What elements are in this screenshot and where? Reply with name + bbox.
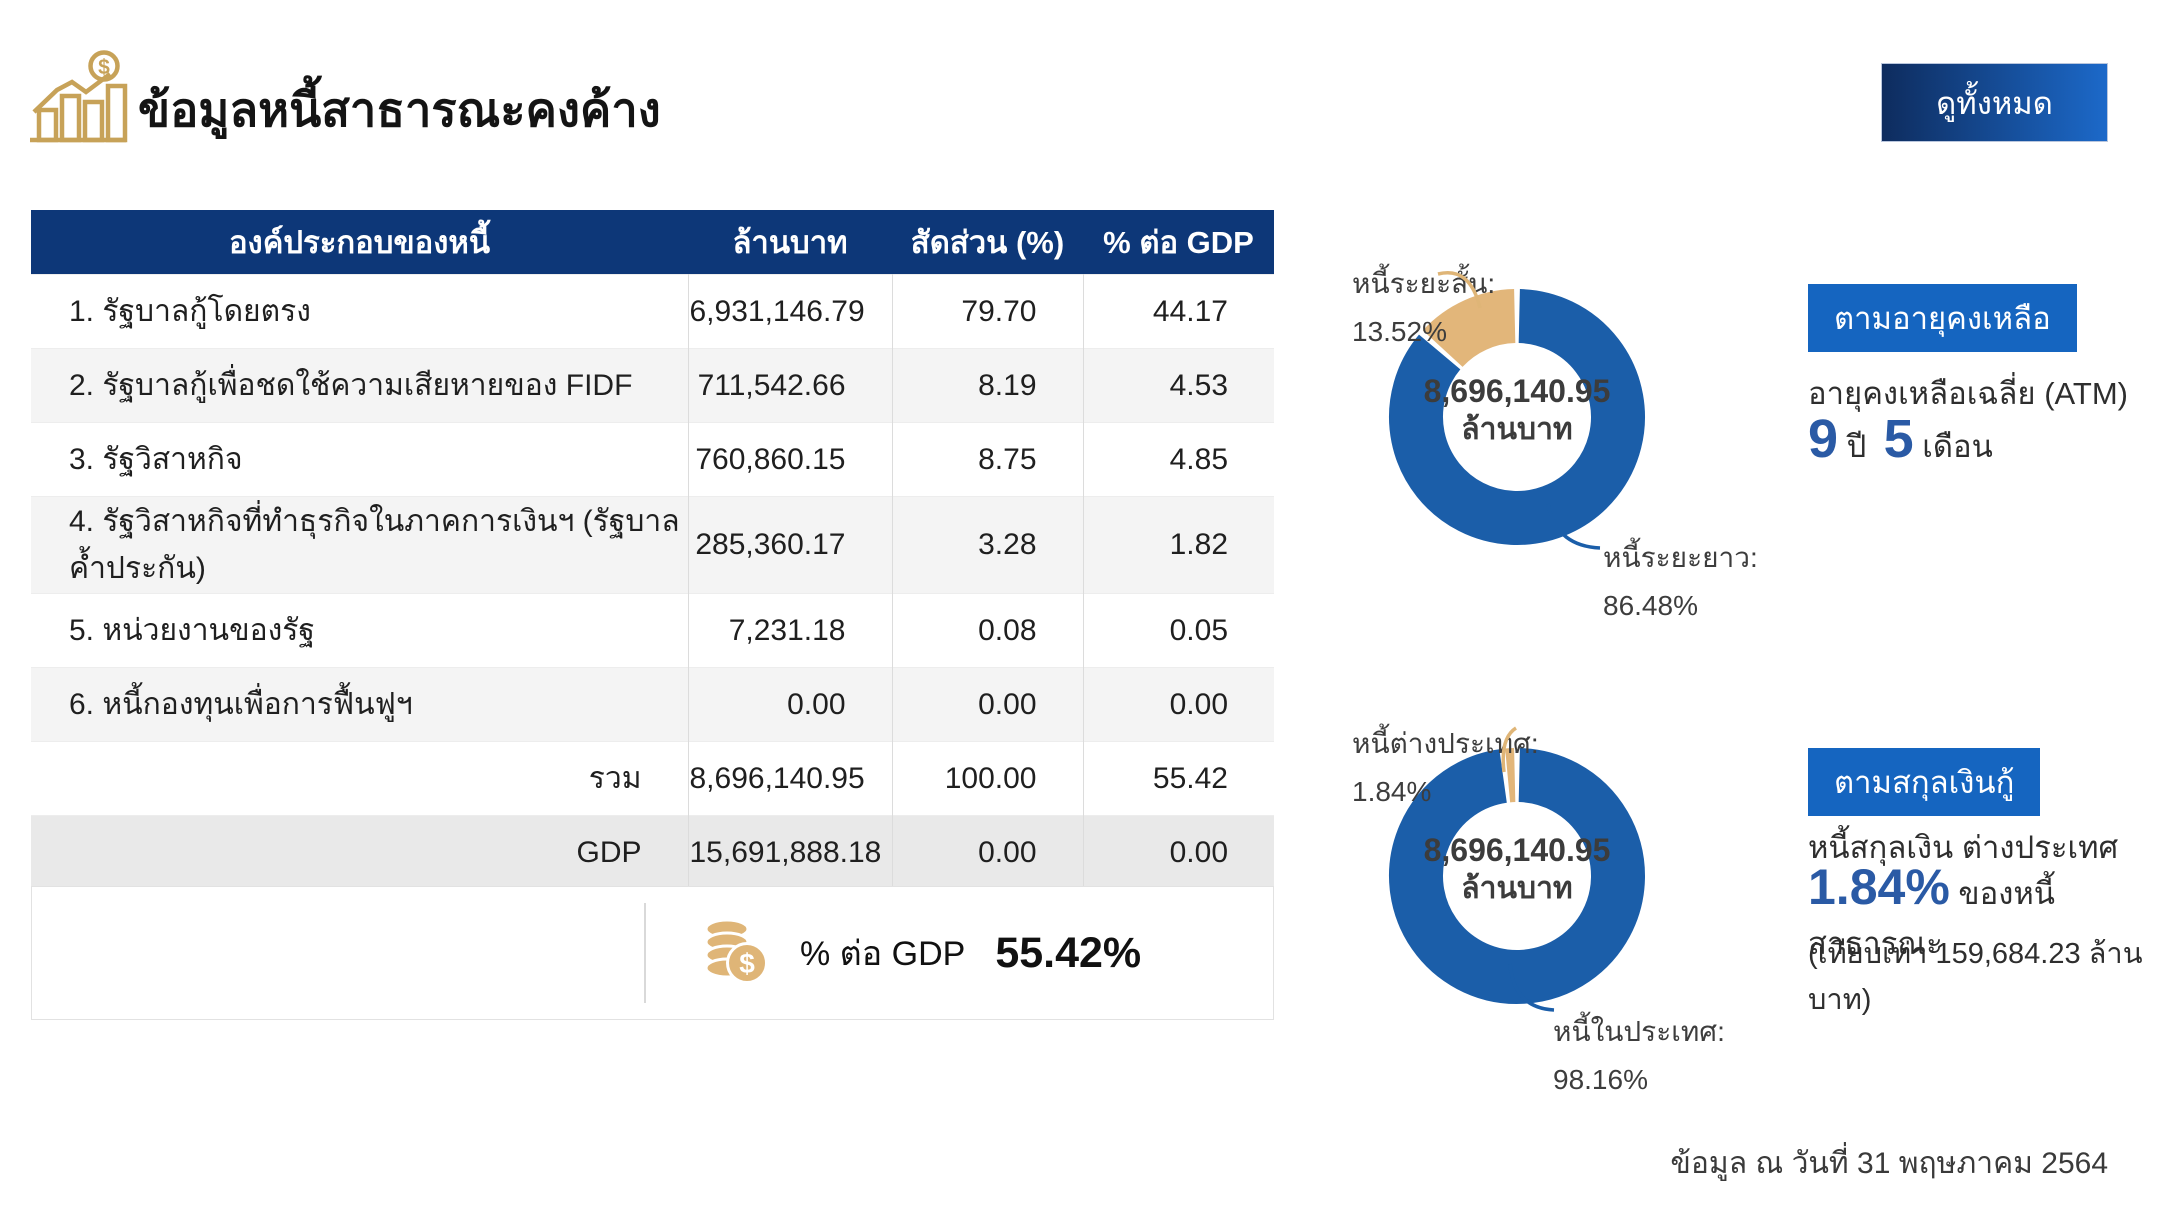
svg-text:$: $ [98, 56, 110, 79]
row-label: 3. รัฐวิสาหกิจ [69, 443, 243, 476]
donut-chart-maturity: 8,696,140.95 ล้านบาท [1367, 267, 1667, 567]
row-label: 4. รัฐวิสาหกิจที่ทำธุรกิจในภาคการเงินฯ (… [31, 496, 688, 594]
donut-segment-หนี้ในประเทศ [1389, 748, 1645, 1004]
callout-long-term-debt: หนี้ระยะยาว: 86.48% [1603, 542, 1758, 621]
row-share: 79.70 [891, 274, 1083, 349]
data-as-of-date: ข้อมูล ณ วันที่ 31 พฤษภาคม 2564 [1670, 1147, 2108, 1180]
gdp-share: 0.00 [891, 815, 1083, 889]
leader-line-long-term [1546, 503, 1601, 550]
gdp-million-baht: 15,691,888.18 [687, 815, 892, 889]
gdp-row: GDP 15,691,888.18 0.00 0.00 [31, 815, 1274, 889]
debt-components-table: องค์ประกอบของหนี้ ล้านบาท สัดส่วน (%) % … [31, 210, 1274, 889]
row-share: 8.19 [891, 348, 1083, 423]
callout-short-term-debt: หนี้ระยะสั้น: 13.52% [1352, 268, 1496, 347]
table-row: 4. รัฐวิสาหกิจที่ทำธุรกิจในภาคการเงินฯ (… [31, 496, 1274, 594]
column-header-pct-gdp: % ต่อ GDP [1083, 210, 1274, 275]
table-row: 3. รัฐวิสาหกิจ 760,860.15 8.75 4.85 [31, 422, 1274, 497]
table-header-row: องค์ประกอบของหนี้ ล้านบาท สัดส่วน (%) % … [31, 210, 1274, 275]
row-label: 5. หน่วยงานของรัฐ [69, 614, 315, 647]
atm-value: 9 ปี 5 เดือน [1808, 409, 1993, 469]
donut-segment-หนี้ระยะยาว [1389, 289, 1645, 545]
row-pct-gdp: 1.82 [1082, 496, 1274, 594]
total-row: รวม 8,696,140.95 100.00 55.42 [31, 741, 1274, 816]
total-million-baht: 8,696,140.95 [687, 741, 892, 816]
row-share: 3.28 [891, 496, 1083, 594]
page-title: ข้อมูลหนี้สาธารณะคงค้าง [138, 83, 661, 136]
column-header-share: สัดส่วน (%) [892, 210, 1083, 275]
gdp-summary-box: $ % ต่อ GDP 55.42% [31, 886, 1274, 1020]
summary-divider [644, 903, 646, 1003]
view-all-button[interactable]: ดูทั้งหมด [1881, 63, 2108, 142]
foreign-currency-label: หนี้สกุลเงิน ต่างประเทศ [1808, 830, 2119, 865]
donut-center-label: 8,696,140.95 ล้านบาท [1423, 373, 1611, 446]
badge-by-maturity: ตามอายุคงเหลือ [1808, 284, 2077, 352]
row-million-baht: 711,542.66 [687, 348, 892, 423]
row-pct-gdp: 44.17 [1082, 274, 1274, 349]
leader-line-short-term [1437, 271, 1482, 309]
row-million-baht: 285,360.17 [687, 496, 892, 594]
row-share: 0.08 [891, 593, 1083, 668]
column-header-million-baht: ล้านบาท [688, 210, 892, 275]
total-label: รวม [588, 762, 642, 795]
svg-text:$: $ [739, 948, 755, 979]
leader-line-foreign [1501, 726, 1518, 773]
callout-foreign-debt: หนี้ต่างประเทศ: 1.84% [1352, 728, 1539, 807]
coins-icon: $ [704, 918, 768, 984]
row-million-baht: 7,231.18 [687, 593, 892, 668]
leader-line-domestic [1508, 963, 1555, 1012]
table-row: 2. รัฐบาลกู้เพื่อชดใช้ความเสียหายของ FID… [31, 348, 1274, 423]
row-pct-gdp: 0.05 [1082, 593, 1274, 668]
gdp-label: GDP [31, 815, 688, 889]
total-share: 100.00 [891, 741, 1083, 816]
gdp-pct-gdp: 0.00 [1082, 815, 1274, 889]
row-share: 0.00 [891, 667, 1083, 742]
gdp-summary-value: 55.42% [995, 928, 1142, 977]
row-pct-gdp: 0.00 [1082, 667, 1274, 742]
gdp-summary-label: % ต่อ GDP [800, 935, 966, 973]
atm-label: อายุคงเหลือเฉลี่ย (ATM) [1808, 376, 2128, 411]
badge-by-currency: ตามสกุลเงินกู้ [1808, 748, 2041, 816]
foreign-currency-value: 1.84% ของหนี้สาธารณะ [1808, 859, 2055, 961]
row-pct-gdp: 4.85 [1082, 422, 1274, 497]
row-million-baht: 760,860.15 [687, 422, 892, 497]
row-million-baht: 6,931,146.79 [687, 274, 892, 349]
bar-chart-coin-icon: $ [30, 50, 128, 143]
donut-center-label: 8,696,140.95 ล้านบาท [1423, 832, 1611, 905]
row-label: 1. รัฐบาลกู้โดยตรง [69, 295, 311, 328]
table-row: 1. รัฐบาลกู้โดยตรง 6,931,146.79 79.70 44… [31, 274, 1274, 349]
total-pct-gdp: 55.42 [1082, 741, 1274, 816]
donut-segment-หนี้ระยะสั้น [1422, 289, 1517, 368]
table-row: 5. หน่วยงานของรัฐ 7,231.18 0.08 0.05 [31, 593, 1274, 668]
table-row: 6. หนี้กองทุนเพื่อการฟื้นฟูฯ 0.00 0.00 0… [31, 667, 1274, 742]
row-label: 2. รัฐบาลกู้เพื่อชดใช้ความเสียหายของ FID… [31, 348, 688, 423]
row-share: 8.75 [891, 422, 1083, 497]
donut-chart-currency: 8,696,140.95 ล้านบาท [1367, 726, 1667, 1026]
row-pct-gdp: 4.53 [1082, 348, 1274, 423]
callout-domestic-debt: หนี้ในประเทศ: 98.16% [1553, 1016, 1725, 1095]
row-million-baht: 0.00 [687, 667, 892, 742]
column-header-component: องค์ประกอบของหนี้ [31, 210, 688, 275]
row-label: 6. หนี้กองทุนเพื่อการฟื้นฟูฯ [31, 667, 688, 742]
foreign-currency-equivalent: (เทียบเท่า 159,684.23 ล้านบาท) [1808, 938, 2143, 1016]
